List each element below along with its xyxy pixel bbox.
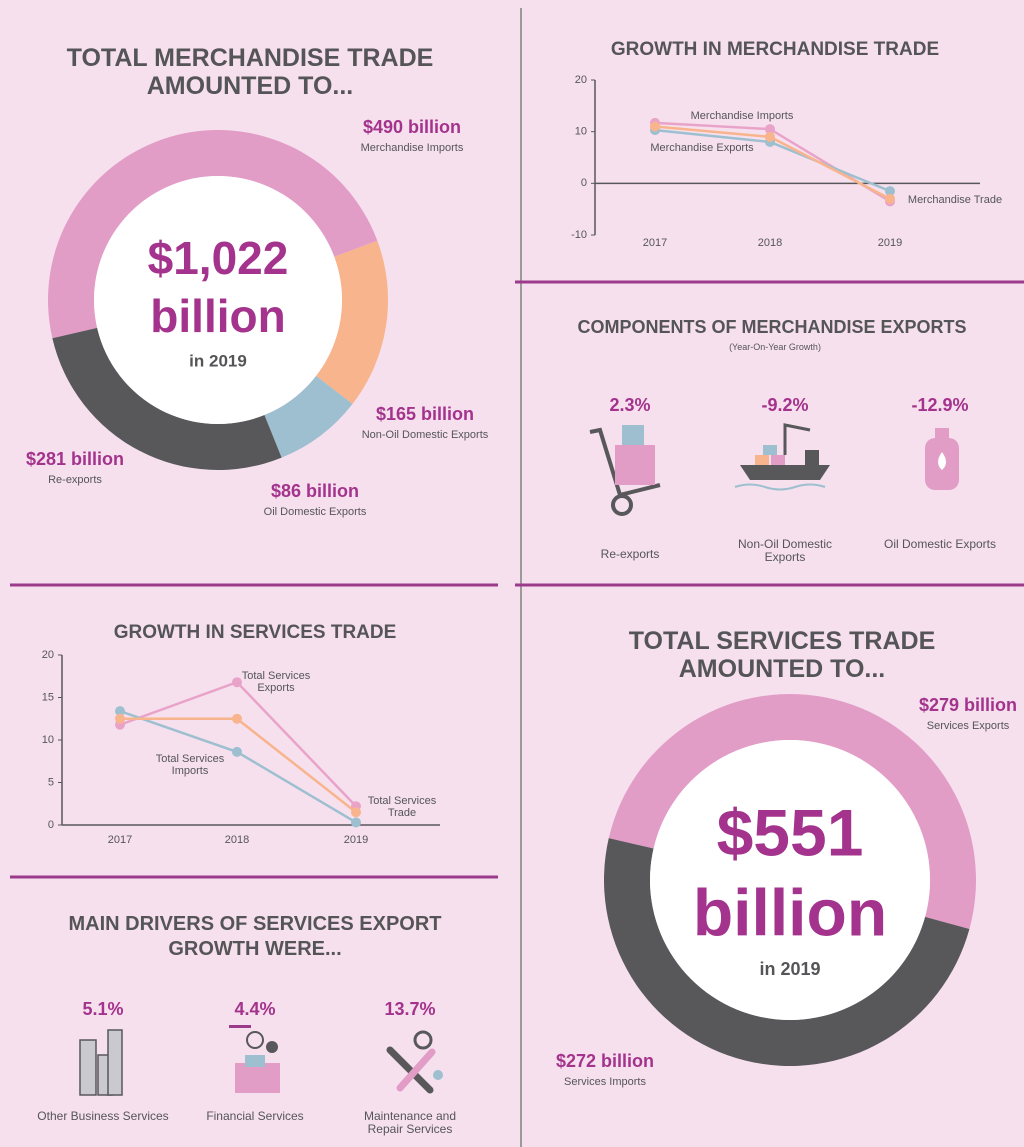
stat-label: Other Business Services xyxy=(37,1109,169,1123)
point xyxy=(650,121,660,132)
series-label: Merchandise Exports xyxy=(650,142,754,154)
point xyxy=(232,677,242,688)
series-label: Merchandise Trade xyxy=(907,194,1003,206)
center-text: $551 xyxy=(717,795,864,869)
series-label: Merchandise Imports xyxy=(690,110,794,122)
trolley-icon xyxy=(589,425,661,516)
point xyxy=(885,193,895,204)
x-tick-label: 2019 xyxy=(344,834,368,846)
stat-value: 4.4% xyxy=(234,999,276,1019)
donut-segment xyxy=(264,375,353,458)
y-tick-label: 0 xyxy=(48,819,54,831)
point xyxy=(351,817,361,828)
category-label: Merchandise Imports xyxy=(360,142,464,154)
value-label: $165 billion xyxy=(375,404,475,424)
y-tick-label: 20 xyxy=(575,74,587,86)
series-label: Total Services Trade xyxy=(367,795,437,820)
point xyxy=(885,186,895,197)
donut-segment xyxy=(48,130,378,339)
point xyxy=(232,746,242,757)
category-label: Oil Domestic Exports xyxy=(263,506,367,518)
x-tick-label: 2019 xyxy=(878,237,902,249)
y-tick-label: -10 xyxy=(571,229,587,241)
value-label: $490 billion xyxy=(362,117,462,137)
x-tick-label: 2017 xyxy=(108,834,132,846)
donut-segment xyxy=(603,838,970,1067)
value-label: $281 billion xyxy=(25,449,125,469)
point xyxy=(765,131,775,142)
x-tick-label: 2018 xyxy=(758,237,782,249)
donut-segment xyxy=(52,327,282,471)
stat-value: -12.9% xyxy=(911,395,969,415)
point xyxy=(115,713,125,724)
stat-label: Oil Domestic Exports xyxy=(883,537,997,551)
point xyxy=(115,706,125,717)
center-text: billion xyxy=(693,875,887,949)
ship-icon xyxy=(734,423,830,491)
tools-icon xyxy=(386,1030,443,1094)
section-title: COMPONENTS OF MERCHANDISE EXPORTS xyxy=(577,317,967,337)
chart-title: TOTAL MERCHANDISE TRADE AMOUNTED TO... xyxy=(66,44,434,100)
chart-title: GROWTH IN SERVICES TRADE xyxy=(113,622,397,643)
stat-label: Re-exports xyxy=(600,547,660,561)
y-tick-label: 0 xyxy=(581,177,587,189)
center-text: in 2019 xyxy=(189,351,247,370)
y-tick-label: 15 xyxy=(42,691,54,703)
donut-segment xyxy=(608,694,976,930)
category-label: Services Imports xyxy=(564,1076,646,1088)
y-tick-label: 10 xyxy=(42,734,54,746)
section-subtitle: (Year-On-Year Growth) xyxy=(729,342,821,352)
y-tick-label: 20 xyxy=(42,649,54,661)
center-text: billion xyxy=(150,290,285,342)
chart-title: GROWTH IN MERCHANDISE TRADE xyxy=(610,39,940,60)
donut-hole xyxy=(650,740,930,1020)
category-label: Non-Oil Domestic Exports xyxy=(361,429,489,441)
series-line xyxy=(119,680,357,808)
center-text: $1,022 xyxy=(148,232,289,284)
finance-icon xyxy=(229,1025,280,1093)
x-tick-label: 2018 xyxy=(225,834,249,846)
gas-icon xyxy=(925,428,959,490)
building-icon xyxy=(79,1029,123,1096)
value-label: $279 billion xyxy=(918,695,1018,715)
category-label: Re-exports xyxy=(48,474,102,486)
donut-segment xyxy=(316,240,388,405)
center-text: in 2019 xyxy=(759,959,820,979)
stat-value: 13.7% xyxy=(384,999,436,1019)
donut-hole xyxy=(94,176,342,424)
stat-value: 5.1% xyxy=(82,999,124,1019)
value-label: $86 billion xyxy=(270,481,360,501)
stat-label: Financial Services xyxy=(206,1109,304,1123)
section-title: MAIN DRIVERS OF SERVICES EXPORT GROWTH W… xyxy=(68,913,442,960)
x-tick-label: 2017 xyxy=(643,237,667,249)
value-label: $272 billion xyxy=(555,1051,655,1071)
y-tick-label: 5 xyxy=(48,776,54,788)
series-label: Total Services Exports xyxy=(241,670,311,695)
stat-value: -9.2% xyxy=(761,395,809,415)
point xyxy=(232,713,242,724)
point xyxy=(765,124,775,135)
chart-title: TOTAL SERVICES TRADE AMOUNTED TO... xyxy=(628,627,936,683)
y-tick-label: 10 xyxy=(575,126,587,138)
category-label: Services Exports xyxy=(926,720,1010,732)
point xyxy=(351,807,361,818)
stat-value: 2.3% xyxy=(609,395,651,415)
stat-label: Non-Oil Domestic Exports xyxy=(737,537,833,565)
stat-label: Maintenance and Repair Services xyxy=(363,1109,457,1137)
series-label: Total Services Imports xyxy=(155,753,225,778)
